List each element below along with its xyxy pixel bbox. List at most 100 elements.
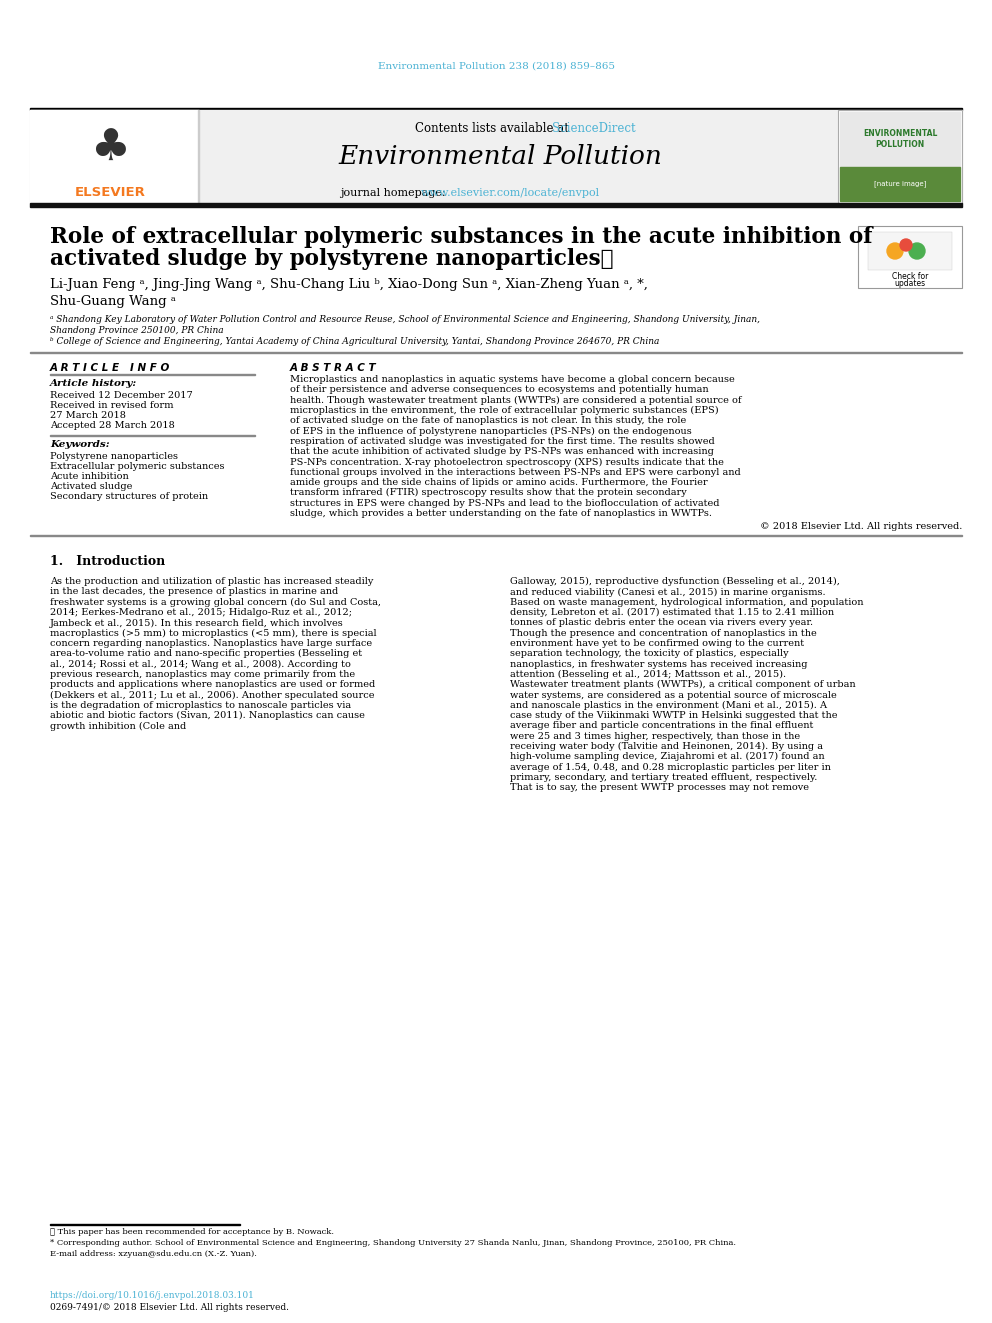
- Text: al., 2014; Rossi et al., 2014; Wang et al., 2008). According to: al., 2014; Rossi et al., 2014; Wang et a…: [50, 660, 351, 668]
- Text: Extracellular polymeric substances: Extracellular polymeric substances: [50, 462, 224, 471]
- Circle shape: [900, 239, 912, 251]
- Text: that the acute inhibition of activated sludge by PS-NPs was enhanced with increa: that the acute inhibition of activated s…: [290, 447, 714, 456]
- Text: environment have yet to be confirmed owing to the current: environment have yet to be confirmed owi…: [510, 639, 805, 648]
- Circle shape: [909, 243, 925, 259]
- Text: Keywords:: Keywords:: [50, 441, 110, 448]
- Text: ScienceDirect: ScienceDirect: [553, 122, 636, 135]
- Text: As the production and utilization of plastic has increased steadily: As the production and utilization of pla…: [50, 577, 373, 586]
- Text: ELSEVIER: ELSEVIER: [74, 185, 146, 198]
- Text: ★ This paper has been recommended for acceptance by B. Nowack.: ★ This paper has been recommended for ac…: [50, 1228, 334, 1236]
- Text: Wastewater treatment plants (WWTPs), a critical component of urban: Wastewater treatment plants (WWTPs), a c…: [510, 680, 856, 689]
- Bar: [30, 202, 962, 206]
- Text: [nature image]: [nature image]: [874, 181, 927, 188]
- Bar: [30, 108, 962, 110]
- Text: ᵃ Shandong Key Laboratory of Water Pollution Control and Resource Reuse, School : ᵃ Shandong Key Laboratory of Water Pollu…: [50, 315, 760, 324]
- Text: area-to-volume ratio and nano-specific properties (Besseling et: area-to-volume ratio and nano-specific p…: [50, 650, 362, 659]
- Text: is the degradation of microplastics to nanoscale particles via: is the degradation of microplastics to n…: [50, 701, 351, 710]
- Text: and nanoscale plastics in the environment (Mani et al., 2015). A: and nanoscale plastics in the environmen…: [510, 701, 827, 710]
- Text: Jambeck et al., 2015). In this research field, which involves: Jambeck et al., 2015). In this research …: [50, 618, 344, 627]
- Bar: [868, 232, 952, 270]
- Text: of EPS in the influence of polystyrene nanoparticles (PS-NPs) on the endogenous: of EPS in the influence of polystyrene n…: [290, 426, 691, 435]
- Text: Activated sludge: Activated sludge: [50, 482, 132, 491]
- Text: www.elsevier.com/locate/envpol: www.elsevier.com/locate/envpol: [421, 188, 600, 198]
- Text: Environmental Pollution: Environmental Pollution: [338, 144, 662, 169]
- Bar: [838, 110, 962, 202]
- Text: freshwater systems is a growing global concern (do Sul and Costa,: freshwater systems is a growing global c…: [50, 598, 381, 607]
- Text: Shandong Province 250100, PR China: Shandong Province 250100, PR China: [50, 325, 223, 335]
- Text: ♣: ♣: [90, 127, 130, 169]
- Text: and reduced viability (Canesi et al., 2015) in marine organisms.: and reduced viability (Canesi et al., 20…: [510, 587, 825, 597]
- Text: 2014; Eerkes-Medrano et al., 2015; Hidalgo-Ruz et al., 2012;: 2014; Eerkes-Medrano et al., 2015; Hidal…: [50, 609, 352, 617]
- Text: growth inhibition (Cole and: growth inhibition (Cole and: [50, 721, 186, 730]
- Text: Polystyrene nanoparticles: Polystyrene nanoparticles: [50, 452, 178, 460]
- Text: tonnes of plastic debris enter the ocean via rivers every year.: tonnes of plastic debris enter the ocean…: [510, 618, 813, 627]
- Text: Accepted 28 March 2018: Accepted 28 March 2018: [50, 421, 175, 430]
- Text: Received 12 December 2017: Received 12 December 2017: [50, 392, 192, 400]
- Text: E-mail address: xzyuan@sdu.edu.cn (X.-Z. Yuan).: E-mail address: xzyuan@sdu.edu.cn (X.-Z.…: [50, 1250, 257, 1258]
- Text: Though the presence and concentration of nanoplastics in the: Though the presence and concentration of…: [510, 628, 816, 638]
- Text: * Corresponding author. School of Environmental Science and Engineering, Shandon: * Corresponding author. School of Enviro…: [50, 1240, 736, 1248]
- Text: density, Lebreton et al. (2017) estimated that 1.15 to 2.41 million: density, Lebreton et al. (2017) estimate…: [510, 609, 834, 618]
- Text: 1.   Introduction: 1. Introduction: [50, 556, 166, 568]
- Text: 27 March 2018: 27 March 2018: [50, 411, 126, 419]
- Text: amide groups and the side chains of lipids or amino acids. Furthermore, the Four: amide groups and the side chains of lipi…: [290, 478, 707, 487]
- Text: macroplastics (>5 mm) to microplastics (<5 mm), there is special: macroplastics (>5 mm) to microplastics (…: [50, 628, 377, 638]
- Text: transform infrared (FTIR) spectroscopy results show that the protein secondary: transform infrared (FTIR) spectroscopy r…: [290, 488, 686, 497]
- Text: average fiber and particle concentrations in the final effluent: average fiber and particle concentration…: [510, 721, 813, 730]
- Text: microplastics in the environment, the role of extracellular polymeric substances: microplastics in the environment, the ro…: [290, 406, 718, 415]
- Text: journal homepage:: journal homepage:: [340, 188, 449, 198]
- Text: https://doi.org/10.1016/j.envpol.2018.03.101: https://doi.org/10.1016/j.envpol.2018.03…: [50, 1291, 255, 1301]
- Text: previous research, nanoplastics may come primarily from the: previous research, nanoplastics may come…: [50, 669, 355, 679]
- Text: separation technology, the toxicity of plastics, especially: separation technology, the toxicity of p…: [510, 650, 789, 659]
- Text: activated sludge by polystyrene nanoparticles★: activated sludge by polystyrene nanopart…: [50, 247, 613, 270]
- Text: Check for: Check for: [892, 273, 929, 280]
- Text: 0269-7491/© 2018 Elsevier Ltd. All rights reserved.: 0269-7491/© 2018 Elsevier Ltd. All right…: [50, 1303, 289, 1312]
- Bar: [840, 112, 960, 167]
- Text: Shu-Guang Wang ᵃ: Shu-Guang Wang ᵃ: [50, 295, 176, 308]
- Text: A B S T R A C T: A B S T R A C T: [290, 363, 377, 373]
- Text: attention (Besseling et al., 2014; Mattsson et al., 2015).: attention (Besseling et al., 2014; Matts…: [510, 669, 786, 679]
- Text: case study of the Viikinmaki WWTP in Helsinki suggested that the: case study of the Viikinmaki WWTP in Hel…: [510, 710, 837, 720]
- Text: That is to say, the present WWTP processes may not remove: That is to say, the present WWTP process…: [510, 783, 809, 792]
- Text: concern regarding nanoplastics. Nanoplastics have large surface: concern regarding nanoplastics. Nanoplas…: [50, 639, 372, 648]
- Text: in the last decades, the presence of plastics in marine and: in the last decades, the presence of pla…: [50, 587, 338, 597]
- Text: average of 1.54, 0.48, and 0.28 microplastic particles per liter in: average of 1.54, 0.48, and 0.28 micropla…: [510, 762, 831, 771]
- Text: water systems, are considered as a potential source of microscale: water systems, are considered as a poten…: [510, 691, 836, 700]
- Text: health. Though wastewater treatment plants (WWTPs) are considered a potential so: health. Though wastewater treatment plan…: [290, 396, 741, 405]
- Text: receiving water body (Talvitie and Heinonen, 2014). By using a: receiving water body (Talvitie and Heino…: [510, 742, 823, 751]
- Text: products and applications where nanoplastics are used or formed: products and applications where nanoplas…: [50, 680, 375, 689]
- Text: Secondary structures of protein: Secondary structures of protein: [50, 492, 208, 501]
- Text: abiotic and biotic factors (Sivan, 2011). Nanoplastics can cause: abiotic and biotic factors (Sivan, 2011)…: [50, 710, 365, 720]
- Bar: [198, 110, 199, 202]
- Text: of their persistence and adverse consequences to ecosystems and potentially huma: of their persistence and adverse consequ…: [290, 385, 708, 394]
- Text: nanoplastics, in freshwater systems has received increasing: nanoplastics, in freshwater systems has …: [510, 660, 807, 668]
- Text: respiration of activated sludge was investigated for the first time. The results: respiration of activated sludge was inve…: [290, 437, 715, 446]
- Text: ENVIRONMENTAL
POLLUTION: ENVIRONMENTAL POLLUTION: [863, 130, 937, 148]
- Text: Acute inhibition: Acute inhibition: [50, 472, 129, 482]
- Text: PS-NPs concentration. X-ray photoelectron spectroscopy (XPS) results indicate th: PS-NPs concentration. X-ray photoelectro…: [290, 458, 724, 467]
- Bar: [840, 167, 960, 201]
- Text: functional groups involved in the interactions between PS-NPs and EPS were carbo: functional groups involved in the intera…: [290, 468, 741, 476]
- Text: Received in revised form: Received in revised form: [50, 401, 174, 410]
- Text: structures in EPS were changed by PS-NPs and lead to the bioflocculation of acti: structures in EPS were changed by PS-NPs…: [290, 499, 719, 508]
- Text: updates: updates: [895, 279, 926, 288]
- Text: Role of extracellular polymeric substances in the acute inhibition of: Role of extracellular polymeric substanc…: [50, 226, 873, 247]
- Text: Based on waste management, hydrological information, and population: Based on waste management, hydrological …: [510, 598, 863, 607]
- Circle shape: [887, 243, 903, 259]
- Text: A R T I C L E   I N F O: A R T I C L E I N F O: [50, 363, 171, 373]
- Text: © 2018 Elsevier Ltd. All rights reserved.: © 2018 Elsevier Ltd. All rights reserved…: [760, 523, 962, 532]
- Text: Li-Juan Feng ᵃ, Jing-Jing Wang ᵃ, Shu-Chang Liu ᵇ, Xiao-Dong Sun ᵃ, Xian-Zheng Y: Li-Juan Feng ᵃ, Jing-Jing Wang ᵃ, Shu-Ch…: [50, 278, 648, 291]
- Text: Article history:: Article history:: [50, 378, 137, 388]
- Text: (Dekkers et al., 2011; Lu et al., 2006). Another speculated source: (Dekkers et al., 2011; Lu et al., 2006).…: [50, 691, 375, 700]
- Text: Contents lists available at: Contents lists available at: [415, 122, 572, 135]
- Text: Microplastics and nanoplastics in aquatic systems have become a global concern b: Microplastics and nanoplastics in aquati…: [290, 374, 735, 384]
- Text: Environmental Pollution 238 (2018) 859–865: Environmental Pollution 238 (2018) 859–8…: [378, 62, 614, 71]
- Text: Galloway, 2015), reproductive dysfunction (Besseling et al., 2014),: Galloway, 2015), reproductive dysfunctio…: [510, 577, 840, 586]
- Text: of activated sludge on the fate of nanoplastics is not clear. In this study, the: of activated sludge on the fate of nanop…: [290, 417, 686, 425]
- Text: high-volume sampling device, Ziajahromi et al. (2017) found an: high-volume sampling device, Ziajahromi …: [510, 753, 824, 762]
- Bar: [30, 110, 198, 202]
- Text: were 25 and 3 times higher, respectively, than those in the: were 25 and 3 times higher, respectively…: [510, 732, 801, 741]
- Text: sludge, which provides a better understanding on the fate of nanoplastics in WWT: sludge, which provides a better understa…: [290, 509, 712, 517]
- Bar: [858, 226, 962, 288]
- Text: ᵇ College of Science and Engineering, Yantai Academy of China Agricultural Unive: ᵇ College of Science and Engineering, Ya…: [50, 337, 660, 347]
